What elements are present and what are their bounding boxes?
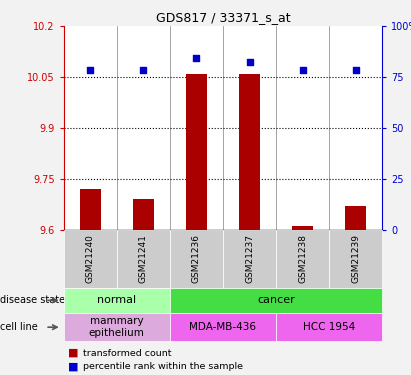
Text: ■: ■ <box>68 348 79 358</box>
Text: ■: ■ <box>68 362 79 372</box>
Bar <box>80 189 101 230</box>
Text: MDA-MB-436: MDA-MB-436 <box>189 322 256 332</box>
Point <box>246 59 253 65</box>
Title: GDS817 / 33371_s_at: GDS817 / 33371_s_at <box>156 11 290 24</box>
Text: GSM21238: GSM21238 <box>298 234 307 283</box>
Text: normal: normal <box>97 296 136 305</box>
Text: mammary
epithelium: mammary epithelium <box>89 316 145 338</box>
Text: GSM21240: GSM21240 <box>86 234 95 283</box>
Text: cell line: cell line <box>0 322 38 332</box>
Point <box>299 67 306 73</box>
Bar <box>345 206 366 230</box>
Text: transformed count: transformed count <box>83 349 172 358</box>
Bar <box>292 226 313 230</box>
Bar <box>239 74 260 230</box>
Text: percentile rank within the sample: percentile rank within the sample <box>83 362 243 371</box>
Text: cancer: cancer <box>257 296 295 305</box>
Text: GSM21236: GSM21236 <box>192 234 201 283</box>
Point <box>87 67 94 73</box>
Text: HCC 1954: HCC 1954 <box>303 322 355 332</box>
Text: GSM21237: GSM21237 <box>245 234 254 283</box>
Text: GSM21239: GSM21239 <box>351 234 360 283</box>
Bar <box>133 199 154 230</box>
Text: disease state: disease state <box>0 296 65 305</box>
Point <box>352 67 359 73</box>
Text: GSM21241: GSM21241 <box>139 234 148 283</box>
Bar <box>186 74 207 230</box>
Point <box>193 56 200 62</box>
Point <box>140 67 147 73</box>
